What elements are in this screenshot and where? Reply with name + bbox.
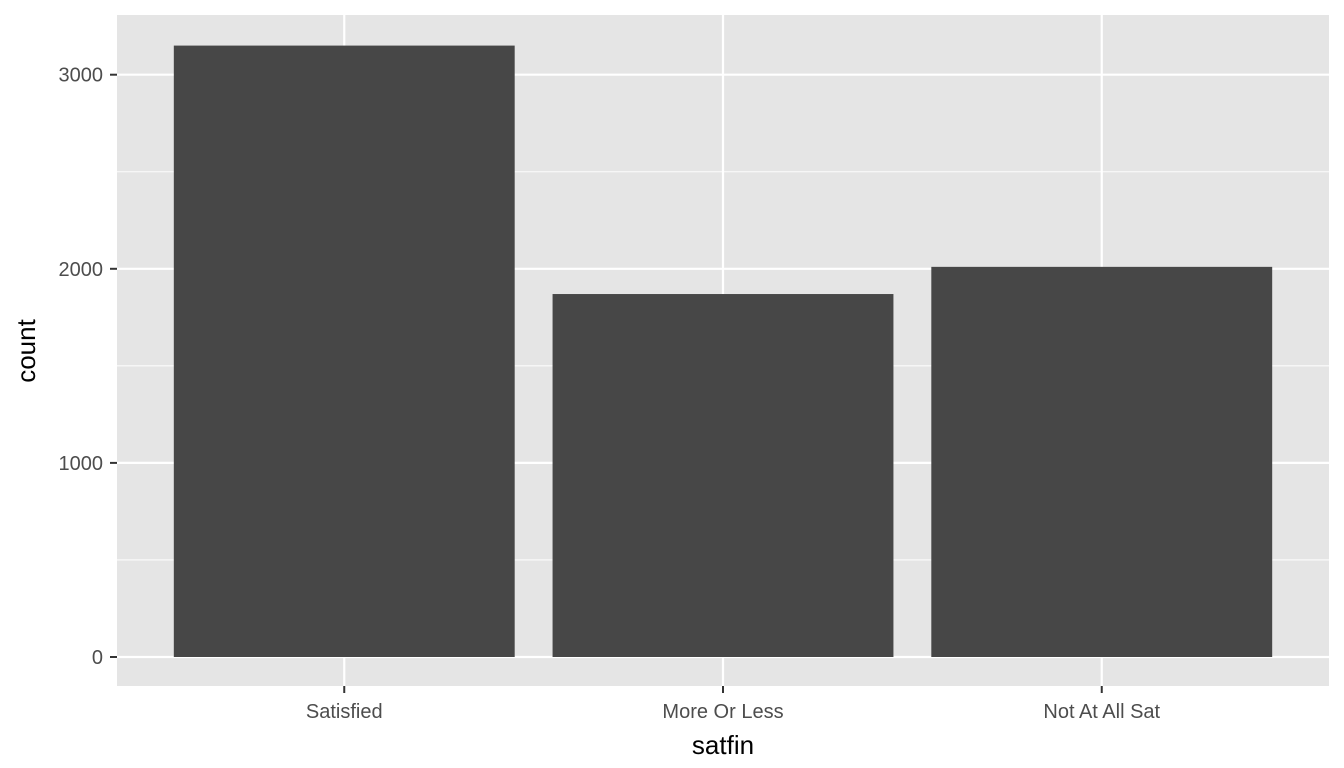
x-tick-label: Not At All Sat [1043, 701, 1160, 723]
y-tick-label: 0 [92, 647, 103, 669]
y-axis: 0 1000 2000 3000 [59, 65, 117, 669]
bar-more-or-less [552, 294, 894, 657]
y-axis-title: count [11, 318, 41, 382]
bars [173, 45, 1273, 657]
x-axis-title: satfin [692, 730, 754, 760]
y-tick-label: 1000 [59, 453, 104, 475]
bar-satisfied [173, 45, 515, 657]
x-axis: Satisfied More Or Less Not At All Sat [306, 686, 1161, 723]
y-tick-label: 2000 [59, 259, 104, 281]
x-tick-label: Satisfied [306, 701, 383, 723]
bar-not-at-all-sat [931, 266, 1273, 657]
y-tick-label: 3000 [59, 65, 104, 87]
x-tick-label: More Or Less [662, 701, 783, 723]
